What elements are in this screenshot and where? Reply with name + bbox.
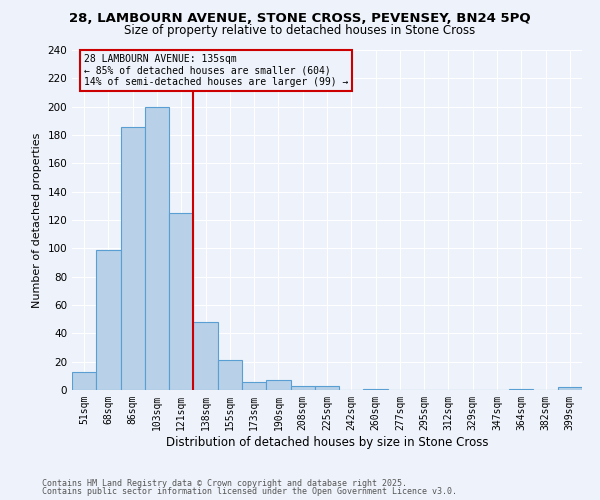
Bar bbox=[315, 386, 339, 390]
Bar bbox=[558, 387, 582, 390]
Y-axis label: Number of detached properties: Number of detached properties bbox=[32, 132, 42, 308]
Text: 28 LAMBOURN AVENUE: 135sqm
← 85% of detached houses are smaller (604)
14% of sem: 28 LAMBOURN AVENUE: 135sqm ← 85% of deta… bbox=[84, 54, 349, 88]
Bar bbox=[145, 106, 169, 390]
Text: Contains HM Land Registry data © Crown copyright and database right 2025.: Contains HM Land Registry data © Crown c… bbox=[42, 478, 407, 488]
X-axis label: Distribution of detached houses by size in Stone Cross: Distribution of detached houses by size … bbox=[166, 436, 488, 448]
Bar bbox=[290, 386, 315, 390]
Text: Size of property relative to detached houses in Stone Cross: Size of property relative to detached ho… bbox=[124, 24, 476, 37]
Bar bbox=[121, 126, 145, 390]
Bar bbox=[364, 388, 388, 390]
Text: Contains public sector information licensed under the Open Government Licence v3: Contains public sector information licen… bbox=[42, 487, 457, 496]
Text: 28, LAMBOURN AVENUE, STONE CROSS, PEVENSEY, BN24 5PQ: 28, LAMBOURN AVENUE, STONE CROSS, PEVENS… bbox=[69, 12, 531, 26]
Bar bbox=[266, 380, 290, 390]
Bar bbox=[169, 213, 193, 390]
Bar bbox=[193, 322, 218, 390]
Bar bbox=[96, 250, 121, 390]
Bar bbox=[509, 388, 533, 390]
Bar bbox=[242, 382, 266, 390]
Bar bbox=[218, 360, 242, 390]
Bar bbox=[72, 372, 96, 390]
